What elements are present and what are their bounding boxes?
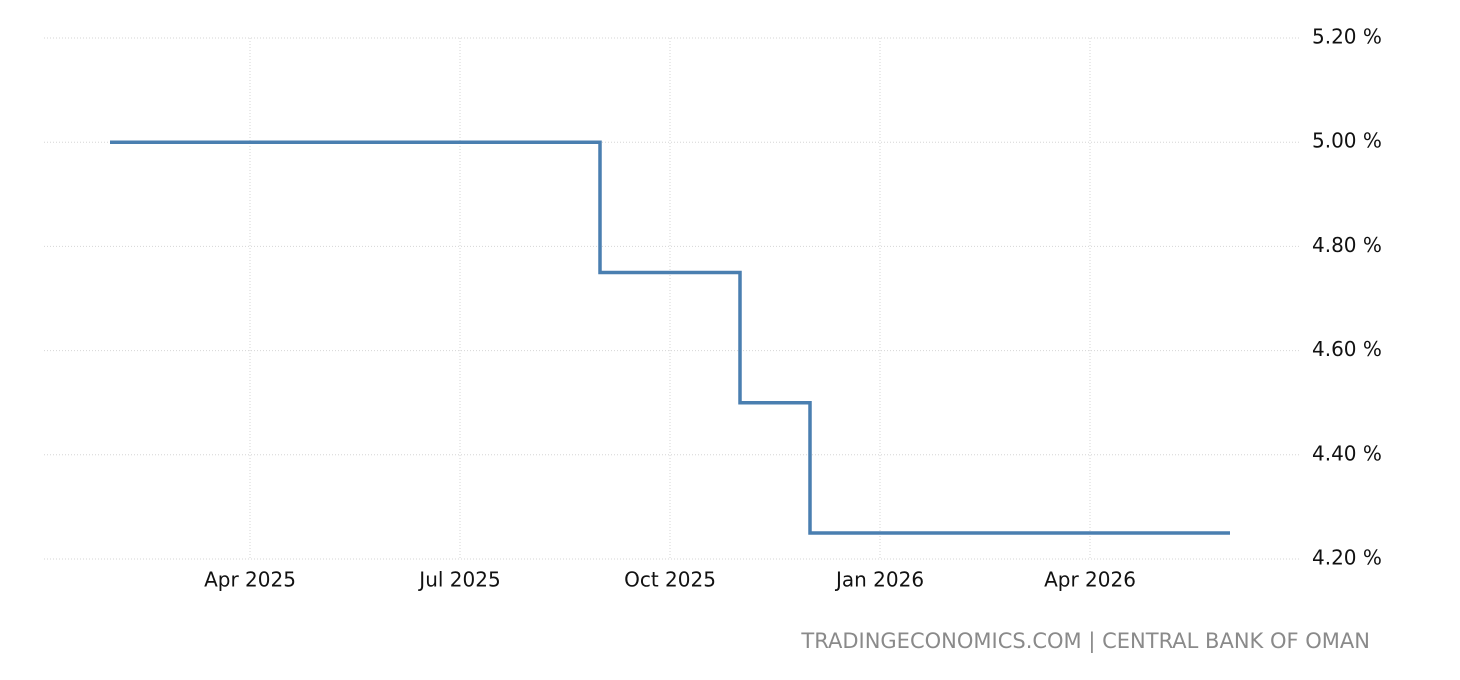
y-tick-label: 4.80 % bbox=[1312, 233, 1382, 257]
y-tick-label: 5.20 % bbox=[1312, 25, 1382, 49]
x-tick-label: Oct 2025 bbox=[624, 568, 716, 592]
y-tick-label: 4.40 % bbox=[1312, 441, 1382, 465]
line bbox=[110, 140, 1230, 535]
x-tick-label: Apr 2026 bbox=[1044, 568, 1136, 592]
source: TRADINGECONOMICS.COM | CENTRAL BANK OF O… bbox=[800, 629, 1370, 654]
y-tick-label: 5.00 % bbox=[1312, 129, 1382, 153]
y-tick-label: 4.20 % bbox=[1312, 546, 1382, 570]
x-tick-label: Jan 2026 bbox=[834, 568, 924, 592]
x-tick-label: Apr 2025 bbox=[204, 568, 296, 592]
x-tick-label: Jul 2025 bbox=[417, 568, 500, 592]
y-tick-label: 4.60 % bbox=[1312, 337, 1382, 361]
